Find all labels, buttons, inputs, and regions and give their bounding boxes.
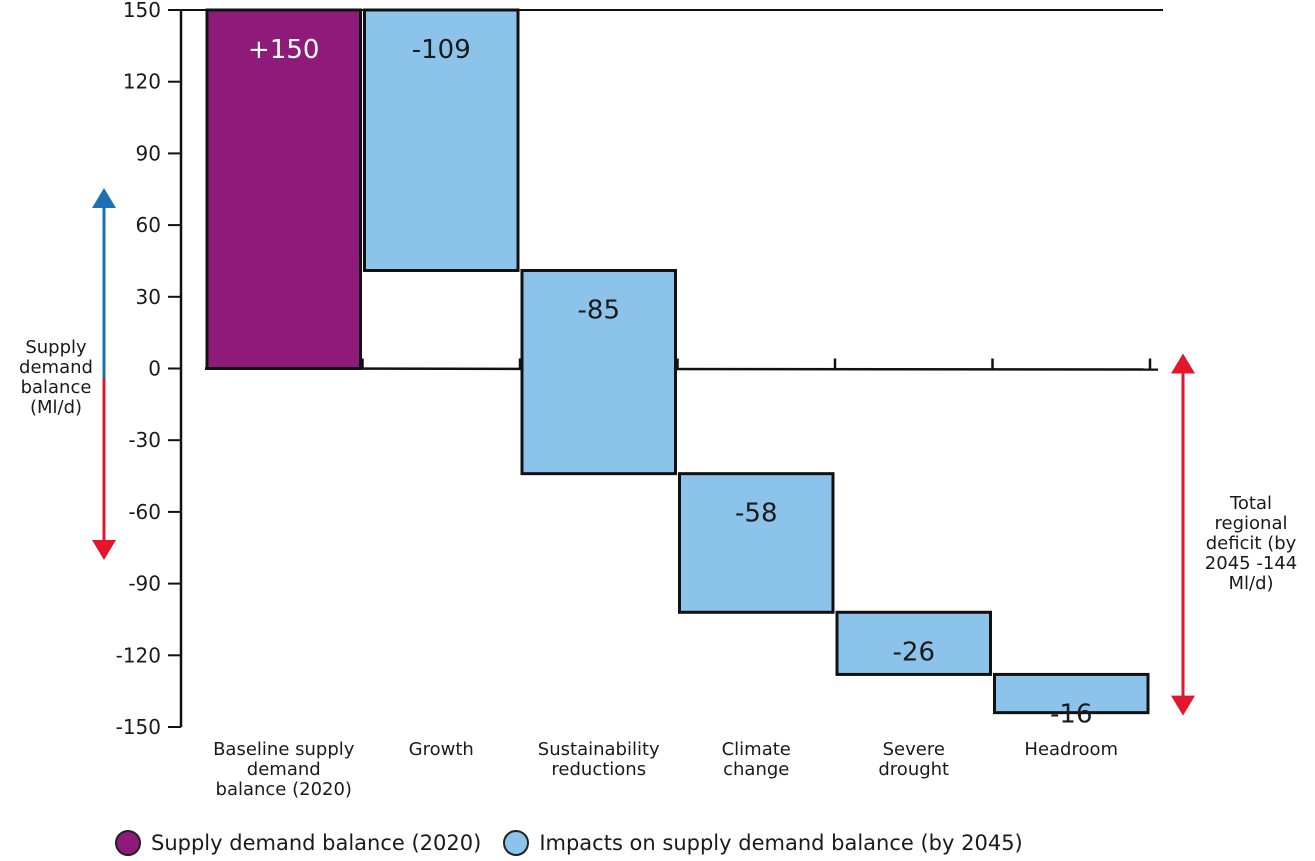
annotation-line: Total (1229, 493, 1273, 514)
bar (835, 610, 992, 676)
y-tick-label: 90 (136, 141, 161, 165)
x-tick-label: demand (247, 759, 321, 780)
y-tick-label: 150 (123, 0, 161, 22)
x-tick-label: balance (2020) (216, 779, 352, 800)
x-tick-label: Sustainability (538, 739, 660, 760)
data-label: -58 (735, 499, 777, 529)
data-label: -26 (893, 637, 935, 667)
annotation-line: regional (1214, 513, 1288, 534)
y-axis-label-line: Supply (25, 337, 87, 358)
bar (205, 8, 362, 370)
y-tick-label: -90 (128, 572, 161, 596)
y-tick-label: -30 (128, 428, 161, 452)
legend-label: Impacts on supply demand balance (by 204… (539, 831, 1023, 855)
deficit-arrow-down-icon (1171, 695, 1195, 716)
bar (363, 8, 520, 273)
legend-swatch-purple (115, 830, 141, 856)
annotation-line: 2045 -144 (1204, 553, 1298, 574)
y-axis-label-line: balance (20, 377, 92, 398)
bar (678, 472, 835, 614)
y-tick-label: 0 (148, 357, 161, 381)
data-label: -109 (412, 35, 471, 65)
y-tick-label: -150 (116, 715, 161, 739)
legend: Supply demand balance (2020) Impacts on … (115, 830, 1045, 856)
total-deficit-annotation: Total regional deficit (by 2045 -144 Ml/… (1196, 494, 1306, 594)
arrow-down-icon (92, 540, 116, 560)
legend-label: Supply demand balance (2020) (151, 831, 482, 855)
x-tick-label: change (723, 759, 789, 780)
bar (993, 672, 1150, 715)
y-tick-label: -120 (116, 643, 161, 667)
y-tick-label: 30 (136, 285, 161, 309)
y-tick-label: 60 (136, 213, 161, 237)
annotation-line: deficit (by (1205, 533, 1297, 554)
y-tick-label: 120 (123, 70, 161, 94)
x-tick-label: drought (878, 759, 949, 780)
x-tick-label: reductions (551, 759, 646, 780)
bars-layer (205, 8, 1150, 715)
zero-line (204, 367, 1159, 371)
data-label: +150 (248, 35, 319, 65)
legend-item-impacts: Impacts on supply demand balance (by 204… (503, 830, 1023, 856)
y-axis-label-line: (Ml/d) (29, 397, 83, 418)
x-tick-label: Growth (409, 739, 474, 760)
bar (520, 269, 677, 476)
x-tick-label: Headroom (1024, 739, 1118, 760)
y-tick-label: -60 (128, 500, 161, 524)
legend-item-baseline: Supply demand balance (2020) (115, 830, 481, 856)
x-tick-label: Baseline supply (213, 739, 355, 760)
data-label: -16 (1050, 699, 1092, 729)
y-axis-label: Supply demand balance (Ml/d) (8, 338, 104, 418)
y-axis-label-line: demand (19, 357, 93, 378)
deficit-arrow-up-icon (1171, 353, 1195, 374)
legend-swatch-blue (503, 830, 530, 856)
arrows-layer (92, 188, 1195, 716)
arrow-up-icon (92, 188, 116, 208)
data-label: -85 (578, 296, 620, 326)
annotation-line: Ml/d) (1228, 573, 1274, 594)
x-tick-label: Severe (883, 739, 945, 760)
x-tick-label: Climate (722, 739, 791, 760)
